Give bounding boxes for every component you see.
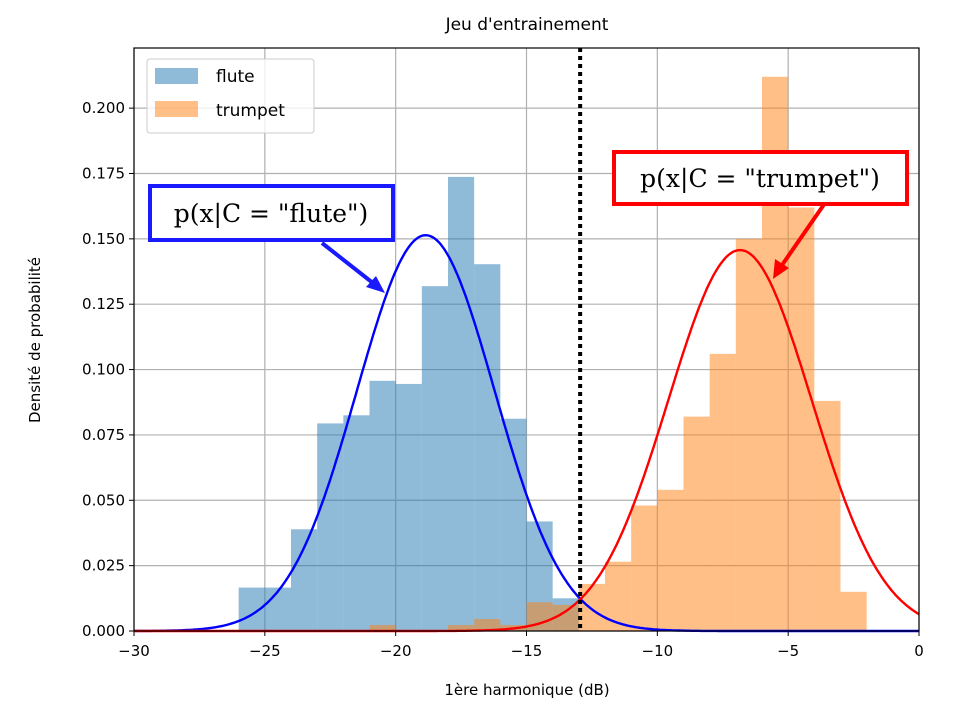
bar-trumpet — [552, 604, 579, 631]
annotation-trumpet: p(x|C = "trumpet") — [612, 150, 909, 279]
bar-flute — [343, 415, 370, 631]
bar-flute — [395, 383, 422, 631]
bar-trumpet — [683, 416, 710, 631]
x-tick-label: −25 — [249, 642, 281, 660]
y-tick-label: 0.175 — [82, 164, 125, 182]
annotation-box-flute — [148, 184, 395, 242]
bar-flute — [448, 176, 475, 631]
y-tick-label: 0.125 — [82, 295, 125, 313]
x-tick-label: −5 — [777, 642, 799, 660]
annotation-text-trumpet: p(x|C = "trumpet") — [640, 164, 880, 194]
y-tick-label: 0.075 — [82, 426, 125, 444]
bar-flute — [291, 529, 318, 631]
y-tick-label: 0.200 — [82, 99, 125, 117]
legend-label-trumpet: trumpet — [216, 101, 285, 121]
legend: flute trumpet — [146, 58, 315, 134]
bar-flute — [317, 423, 344, 631]
x-tick-label: −10 — [642, 642, 674, 660]
y-tick-label: 0.050 — [82, 491, 125, 509]
bar-trumpet — [735, 238, 762, 631]
bar-trumpet — [631, 505, 658, 631]
y-tick-label: 0.100 — [82, 361, 125, 379]
annotation-flute: p(x|C = "flute") — [148, 184, 395, 293]
x-tick-label: −20 — [380, 642, 412, 660]
x-tick-label: 0 — [914, 642, 924, 660]
annotation-arrow-flute — [320, 241, 380, 289]
legend-swatch-flute — [155, 68, 198, 84]
bar-trumpet — [474, 618, 501, 631]
bar-trumpet — [840, 591, 867, 631]
chart-title: Jeu d'entrainement — [445, 15, 609, 35]
y-tick-label: 0.000 — [82, 622, 125, 640]
bar-trumpet — [814, 400, 841, 631]
bar-trumpet — [709, 353, 736, 631]
x-axis-label: 1ère harmonique (dB) — [444, 681, 609, 699]
x-tick-label: −30 — [118, 642, 150, 660]
x-tick-label: −15 — [511, 642, 543, 660]
bar-trumpet — [448, 624, 475, 631]
bar-flute — [421, 286, 448, 631]
legend-swatch-trumpet — [155, 101, 198, 117]
annotation-text-flute: p(x|C = "flute") — [174, 199, 369, 229]
axis-ticks: −30 −25 −20 −15 −10 −5 0 0.000 0.025 0.050 0.075 0.… — [82, 99, 924, 660]
bar-trumpet — [369, 624, 396, 631]
bar-flute — [264, 587, 291, 631]
bar-trumpet — [657, 489, 684, 631]
annotation-box-trumpet — [612, 150, 909, 206]
bar-flute — [369, 380, 396, 631]
histogram-bars — [238, 76, 867, 631]
y-axis-label: Densité de probabilité — [26, 257, 44, 423]
legend-label-flute: flute — [216, 67, 255, 87]
arrowhead-trumpet-icon — [773, 259, 789, 279]
bar-trumpet — [788, 207, 815, 631]
annotation-arrow-trumpet — [778, 201, 827, 270]
bar-trumpet — [578, 583, 605, 631]
arrowhead-flute-icon — [366, 276, 385, 293]
y-tick-label: 0.150 — [82, 230, 125, 248]
y-tick-label: 0.025 — [82, 557, 125, 575]
bar-flute — [474, 264, 501, 631]
